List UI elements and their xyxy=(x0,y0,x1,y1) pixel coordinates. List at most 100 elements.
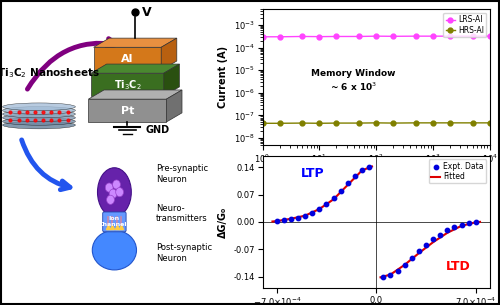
Expt. Data xyxy=(294,216,302,221)
Expt. Data xyxy=(358,168,366,173)
Text: Neuro-
transmitters: Neuro- transmitters xyxy=(156,204,208,223)
HRS-Al xyxy=(276,121,282,125)
Fitted xyxy=(302,214,308,217)
Polygon shape xyxy=(94,47,161,70)
Fitted xyxy=(316,207,322,211)
Text: Ti$_3$C$_2$: Ti$_3$C$_2$ xyxy=(114,78,141,92)
LRS-Al xyxy=(300,35,306,38)
Expt. Data xyxy=(336,188,344,193)
Fitted xyxy=(281,218,287,222)
LRS-Al xyxy=(413,34,419,38)
Text: 2D Ti$_3$C$_2$ Nanosheets: 2D Ti$_3$C$_2$ Nanosheets xyxy=(0,66,100,80)
HRS-Al xyxy=(316,121,322,125)
Expt. Data xyxy=(272,218,280,223)
Line: HRS-Al: HRS-Al xyxy=(260,120,492,126)
LRS-Al xyxy=(334,35,340,38)
Fitted xyxy=(330,197,336,201)
Point xyxy=(394,268,402,273)
HRS-Al xyxy=(356,121,362,125)
LRS-Al xyxy=(390,34,396,38)
Ellipse shape xyxy=(2,110,76,118)
Text: GND: GND xyxy=(146,125,170,135)
HRS-Al xyxy=(430,121,436,125)
Expt. Data xyxy=(351,174,359,178)
HRS-Al xyxy=(373,121,380,125)
HRS-Al xyxy=(300,121,306,125)
Legend: Expt. Data, Fitted: Expt. Data, Fitted xyxy=(429,160,486,184)
Polygon shape xyxy=(166,90,182,122)
Expt. Data xyxy=(280,217,288,222)
Fitted xyxy=(369,165,375,168)
FancyArrowPatch shape xyxy=(28,39,117,89)
LRS-Al xyxy=(430,34,436,38)
Polygon shape xyxy=(88,90,182,99)
LRS-Al xyxy=(373,34,380,38)
Circle shape xyxy=(116,188,124,197)
Polygon shape xyxy=(94,38,177,47)
Legend: LRS-Al, HRS-Al: LRS-Al, HRS-Al xyxy=(444,13,486,37)
Text: Memory Window
~ 6 x 10$^{3}$: Memory Window ~ 6 x 10$^{3}$ xyxy=(311,69,396,93)
Point xyxy=(444,228,452,233)
Fitted xyxy=(274,219,280,223)
Expt. Data xyxy=(316,207,324,212)
Expt. Data xyxy=(322,202,330,206)
Fitted xyxy=(270,220,276,223)
Point xyxy=(415,249,423,253)
Expt. Data xyxy=(365,165,373,170)
Text: Ion
Channels: Ion Channels xyxy=(98,216,130,227)
Text: Al: Al xyxy=(121,54,134,64)
Point xyxy=(458,222,466,227)
Text: Pt: Pt xyxy=(120,106,134,116)
LRS-Al xyxy=(316,35,322,38)
Circle shape xyxy=(112,180,120,189)
Polygon shape xyxy=(161,38,177,70)
Circle shape xyxy=(106,183,113,192)
HRS-Al xyxy=(470,121,476,125)
LRS-Al xyxy=(356,35,362,38)
HRS-Al xyxy=(334,121,340,125)
Polygon shape xyxy=(88,99,166,122)
Point xyxy=(422,242,430,247)
Fitted xyxy=(288,217,294,221)
Point xyxy=(429,237,437,242)
Point xyxy=(464,221,472,225)
Point xyxy=(408,255,416,260)
Ellipse shape xyxy=(2,106,76,114)
LRS-Al xyxy=(470,34,476,38)
Point xyxy=(380,274,388,279)
Text: Post-synaptic
Neuron: Post-synaptic Neuron xyxy=(156,243,212,263)
Line: LRS-Al: LRS-Al xyxy=(260,34,492,39)
Polygon shape xyxy=(164,64,180,96)
Polygon shape xyxy=(91,64,180,73)
Point xyxy=(400,262,408,267)
LRS-Al xyxy=(447,34,453,38)
LRS-Al xyxy=(487,34,493,38)
Expt. Data xyxy=(301,214,309,218)
Expt. Data xyxy=(308,211,316,216)
Text: LTD: LTD xyxy=(446,260,471,273)
Point xyxy=(472,220,480,225)
Circle shape xyxy=(109,189,117,198)
Text: V: V xyxy=(142,6,152,19)
Y-axis label: Current (A): Current (A) xyxy=(218,46,228,108)
Text: LTP: LTP xyxy=(300,167,324,180)
Fitted xyxy=(359,169,365,172)
HRS-Al xyxy=(487,121,493,125)
Point xyxy=(386,272,394,277)
HRS-Al xyxy=(447,121,453,125)
Ellipse shape xyxy=(2,114,76,121)
Line: Fitted: Fitted xyxy=(272,167,372,221)
Expt. Data xyxy=(330,195,338,200)
Ellipse shape xyxy=(2,103,76,111)
X-axis label: Time (s): Time (s) xyxy=(354,170,399,181)
Fitted xyxy=(345,183,351,187)
Circle shape xyxy=(106,195,114,204)
HRS-Al xyxy=(413,121,419,125)
Expt. Data xyxy=(344,181,352,185)
Expt. Data xyxy=(287,217,295,222)
Polygon shape xyxy=(91,73,164,96)
Point xyxy=(450,224,458,229)
LRS-Al xyxy=(260,35,266,39)
LRS-Al xyxy=(276,35,282,39)
Ellipse shape xyxy=(2,121,76,129)
